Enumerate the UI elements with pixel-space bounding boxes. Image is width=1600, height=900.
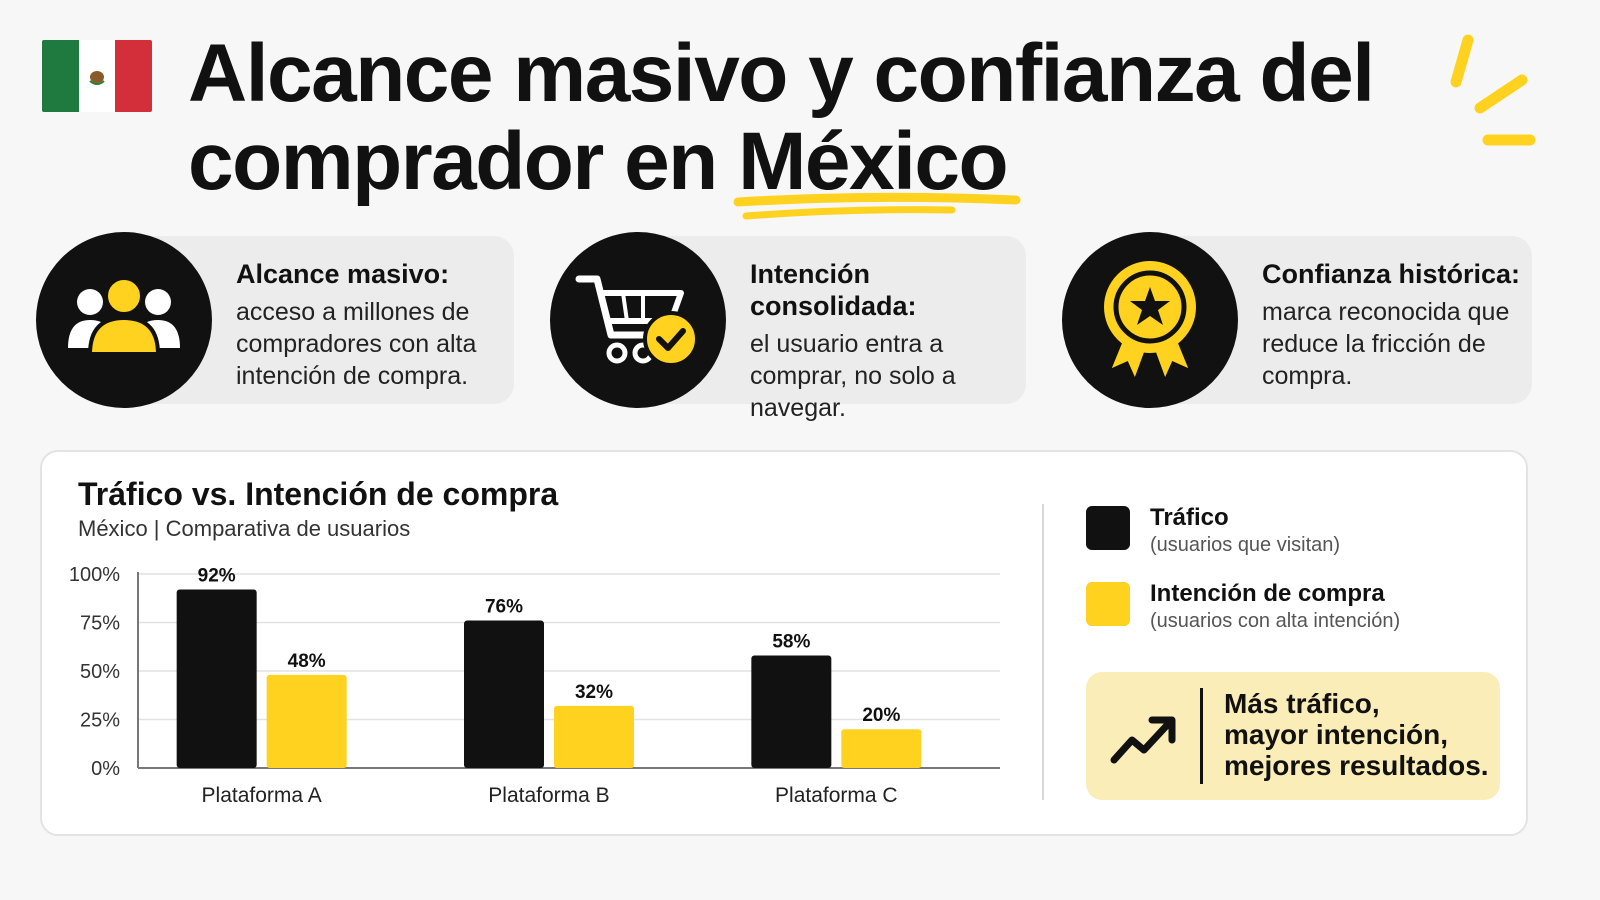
callout-divider (1200, 688, 1203, 784)
legend-item-traffic: Tráfico (usuarios que visitan) (1086, 504, 1340, 558)
results-callout: Más tráfico, mayor intención, mejores re… (1086, 672, 1500, 800)
trending-up-arrow-icon (1110, 716, 1176, 764)
feature-icon-circle (36, 232, 212, 408)
chart-card: Tráfico vs. Intención de compra México |… (40, 450, 1528, 836)
feature-text: Alcance masivo: acceso a millones de com… (236, 258, 504, 392)
highlight-underline-icon (733, 192, 1021, 220)
chart-title: Tráfico vs. Intención de compra (78, 476, 559, 512)
y-tick-label: 0% (91, 758, 120, 780)
data-label: 32% (575, 682, 613, 703)
feature-description: marca reconocida que reduce la fricción … (1262, 298, 1510, 390)
legend-item-intent: Intención de compra (usuarios con alta i… (1086, 580, 1400, 634)
bar-chart: 0% 25% 50% 75% 100% 92% 48% Plataforma A 76% 32% P… (69, 564, 1000, 807)
bar-traffic (751, 655, 832, 768)
legend-description: (usuarios con alta intención) (1150, 610, 1401, 632)
page-title: Alcance masivo y confianza del comprador… (188, 28, 1408, 220)
feature-card-trust: Confianza histórica: marca reconocida qu… (1062, 232, 1532, 408)
shopping-cart-check-icon (575, 275, 699, 367)
people-group-icon (68, 276, 180, 356)
title-highlight: México (733, 116, 1021, 220)
legend-swatch-intent (1086, 582, 1130, 626)
feature-heading: Alcance masivo: (236, 259, 450, 289)
y-tick-label: 25% (80, 710, 120, 732)
sparkle-lines-icon (1450, 34, 1536, 146)
y-tick-label: 75% (80, 613, 120, 635)
bar-intent (554, 705, 634, 768)
feature-description: el usuario entra a comprar, no solo a na… (750, 330, 956, 422)
callout-text: Más tráfico, mayor intención, mejores re… (1224, 688, 1489, 781)
bar-traffic (464, 620, 544, 768)
data-label: 58% (772, 631, 810, 652)
legend-label: Intención de compra (1150, 580, 1385, 607)
x-tick-label: Plataforma C (775, 784, 898, 807)
title-text: Alcance masivo y confianza del comprador… (188, 28, 1375, 207)
y-tick-label: 50% (80, 661, 120, 683)
legend-description: (usuarios que visitan) (1150, 534, 1341, 556)
feature-heading: Confianza histórica: (1262, 259, 1521, 289)
feature-card-intent: Intención consolidada: el usuario entra … (550, 232, 1026, 422)
flag-emblem-icon (89, 71, 105, 85)
feature-card-reach: Alcance masivo: acceso a millones de com… (36, 232, 514, 408)
card-divider (1042, 504, 1044, 800)
feature-icon-circle (1062, 232, 1238, 408)
feature-icon-circle (550, 232, 726, 408)
feature-text: Confianza histórica: marca reconocida qu… (1262, 258, 1522, 392)
mexico-flag-icon (42, 40, 152, 112)
award-badge-icon (1104, 261, 1196, 385)
callout-line: mejores resultados. (1224, 750, 1489, 781)
data-label: 76% (485, 597, 523, 618)
chart-subtitle: México | Comparativa de usuarios (78, 516, 411, 541)
bar-traffic (176, 589, 257, 768)
x-tick-label: Plataforma A (202, 784, 322, 807)
y-tick-label: 100% (69, 564, 120, 586)
feature-description: acceso a millones de compradores con alt… (236, 298, 477, 390)
title-highlight-text: México (738, 116, 1009, 207)
legend-label: Tráfico (1150, 504, 1229, 531)
callout-line: mayor intención, (1224, 719, 1449, 750)
feature-text: Intención consolidada: el usuario entra … (750, 258, 1016, 424)
legend-swatch-traffic (1086, 506, 1130, 550)
x-tick-label: Plataforma B (488, 784, 609, 807)
bar-intent (266, 674, 347, 768)
data-label: 20% (862, 705, 900, 726)
callout-line: Más tráfico, (1224, 688, 1380, 719)
bar-intent (841, 729, 922, 768)
feature-heading: Intención consolidada: (750, 259, 917, 321)
data-label: 48% (288, 651, 326, 672)
data-label: 92% (198, 566, 236, 587)
